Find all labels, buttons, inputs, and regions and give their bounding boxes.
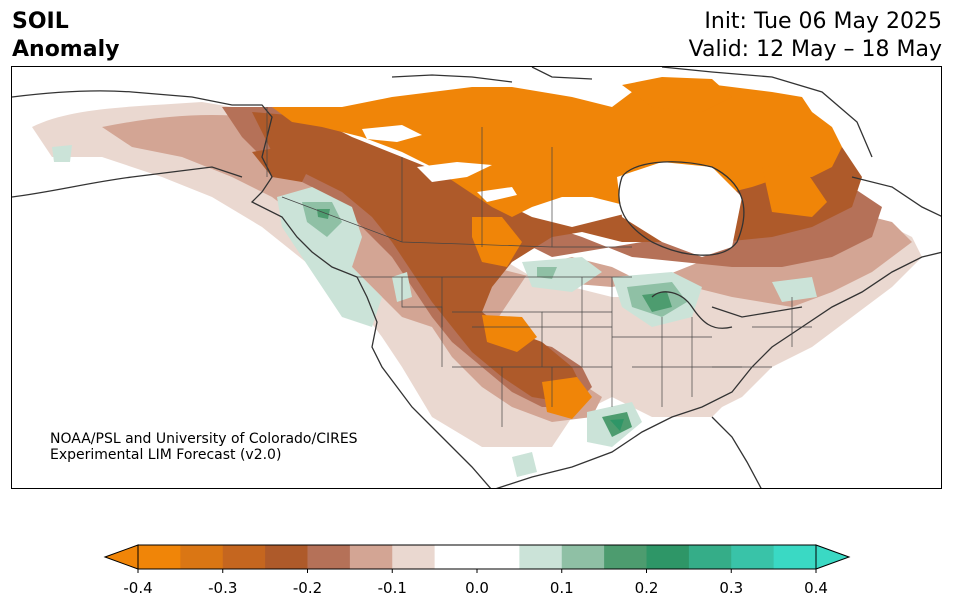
- colorbar-segment: [731, 545, 775, 569]
- colorbar-segment: [307, 545, 351, 569]
- colorbar-tick-label: -0.3: [208, 579, 237, 597]
- init-date: Init: Tue 06 May 2025: [704, 9, 942, 34]
- colorbar-segment: [561, 545, 605, 569]
- colorbar-segment: [773, 545, 817, 569]
- colorbar-tick-label: 0.1: [550, 579, 574, 597]
- map-title: SOIL Anomaly: [12, 8, 119, 64]
- colorbar-segment: [392, 545, 436, 569]
- colorbar-segment: [434, 545, 478, 569]
- valid-range: Valid: 12 May – 18 May: [688, 37, 942, 62]
- colorbar-segment: [688, 545, 732, 569]
- title-line1: SOIL: [12, 9, 69, 34]
- colorbar-boxes: [138, 545, 817, 569]
- lake-masks: [362, 125, 742, 257]
- map-canvas: [12, 67, 941, 488]
- colorbar-segment: [180, 545, 224, 569]
- colorbar-extend-low: [103, 544, 139, 570]
- colorbar-segment: [477, 545, 520, 569]
- forecast-dates: Init: Tue 06 May 2025 Valid: 12 May – 18…: [689, 8, 942, 64]
- political-borders: [266, 107, 812, 427]
- colorbar-ticks: -0.4 -0.3 -0.2 -0.1 0.0 0.1 0.2 0.3 0.4: [123, 569, 828, 597]
- colorbar-tick-label: 0.3: [719, 579, 743, 597]
- colorbar-tick-label: 0.4: [804, 579, 828, 597]
- wet-anomaly: [52, 145, 817, 477]
- colorbar-segment: [349, 545, 393, 569]
- credit-text: NOAA/PSL and University of Colorado/CIRE…: [50, 431, 358, 463]
- coastlines: [12, 67, 941, 488]
- colorbar-segment: [138, 545, 181, 569]
- colorbar-tick-label: 0.0: [465, 579, 489, 597]
- colorbar-tick-label: -0.4: [123, 579, 152, 597]
- credit-line1: NOAA/PSL and University of Colorado/CIRE…: [50, 431, 358, 447]
- colorbar-segment: [646, 545, 690, 569]
- colorbar-segment: [265, 545, 308, 569]
- colorbar-segment: [604, 545, 647, 569]
- colorbar-tick-label: -0.2: [293, 579, 322, 597]
- colorbar-segment: [222, 545, 266, 569]
- colorbar-extend-high: [815, 544, 851, 570]
- colorbar-tick-label: -0.1: [378, 579, 407, 597]
- colorbar-segment: [519, 545, 563, 569]
- anomaly-map: NOAA/PSL and University of Colorado/CIRE…: [11, 66, 942, 489]
- colorbar-tick-label: 0.2: [635, 579, 659, 597]
- credit-line2: Experimental LIM Forecast (v2.0): [50, 447, 282, 463]
- title-line2: Anomaly: [12, 37, 120, 62]
